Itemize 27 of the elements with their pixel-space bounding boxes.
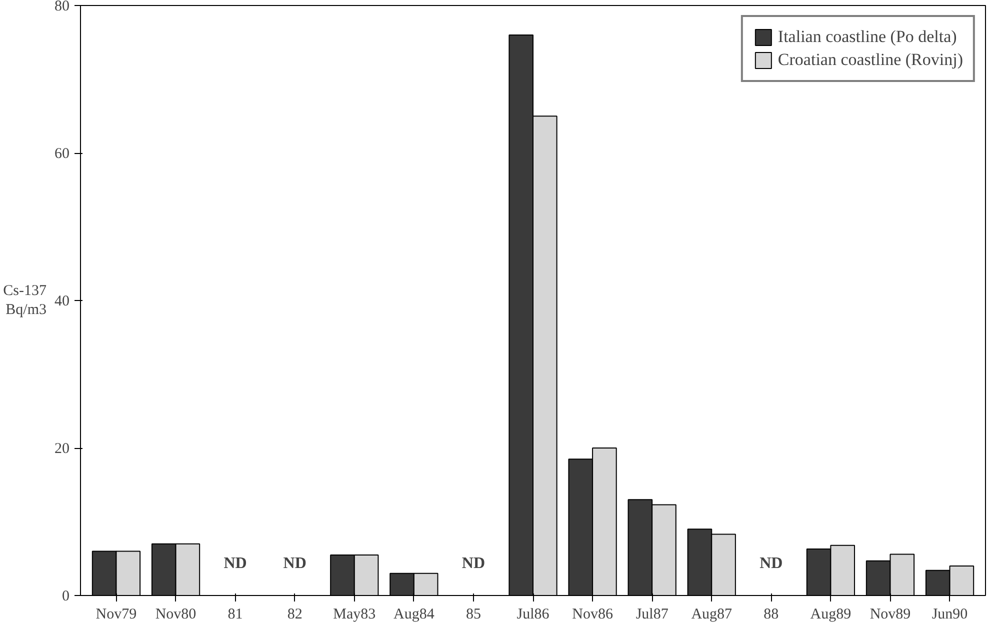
x-tick-label: Nov79 [96,606,137,622]
x-tick-label: Nov86 [572,606,614,622]
y-axis-title: Cs-137 Bq/m3 [3,282,47,318]
x-tick-label: May83 [333,606,376,622]
x-tick-label: Jul87 [636,606,669,622]
y-tick-label: 0 [62,588,70,604]
legend-label: Croatian coastline (Rovinj) [778,50,963,70]
x-tick-label: 82 [287,606,302,622]
x-tick-label: Aug84 [394,606,435,622]
annotation: ND [283,554,306,572]
x-tick-label: Nov89 [870,606,911,622]
y-tick-label: 80 [54,0,70,14]
annotation: ND [224,554,247,572]
x-tick-label: Jul86 [516,606,550,622]
annotation: ND [462,554,486,572]
x-tick-label: 85 [466,606,481,622]
x-tick-label: Nov80 [155,606,196,622]
annotation: ND [760,554,783,572]
x-tick-label: Aug87 [691,606,733,622]
x-tick-label: Jun90 [932,606,968,622]
y-tick-label: 20 [54,441,70,457]
x-tick-label: 88 [764,606,779,622]
x-tick-label: Aug89 [810,606,852,622]
x-tick-label: 81 [228,606,243,622]
y-tick-label: 40 [54,294,70,310]
legend-label: Italian coastline (Po delta) [778,27,957,47]
y-tick-label: 60 [54,146,70,162]
